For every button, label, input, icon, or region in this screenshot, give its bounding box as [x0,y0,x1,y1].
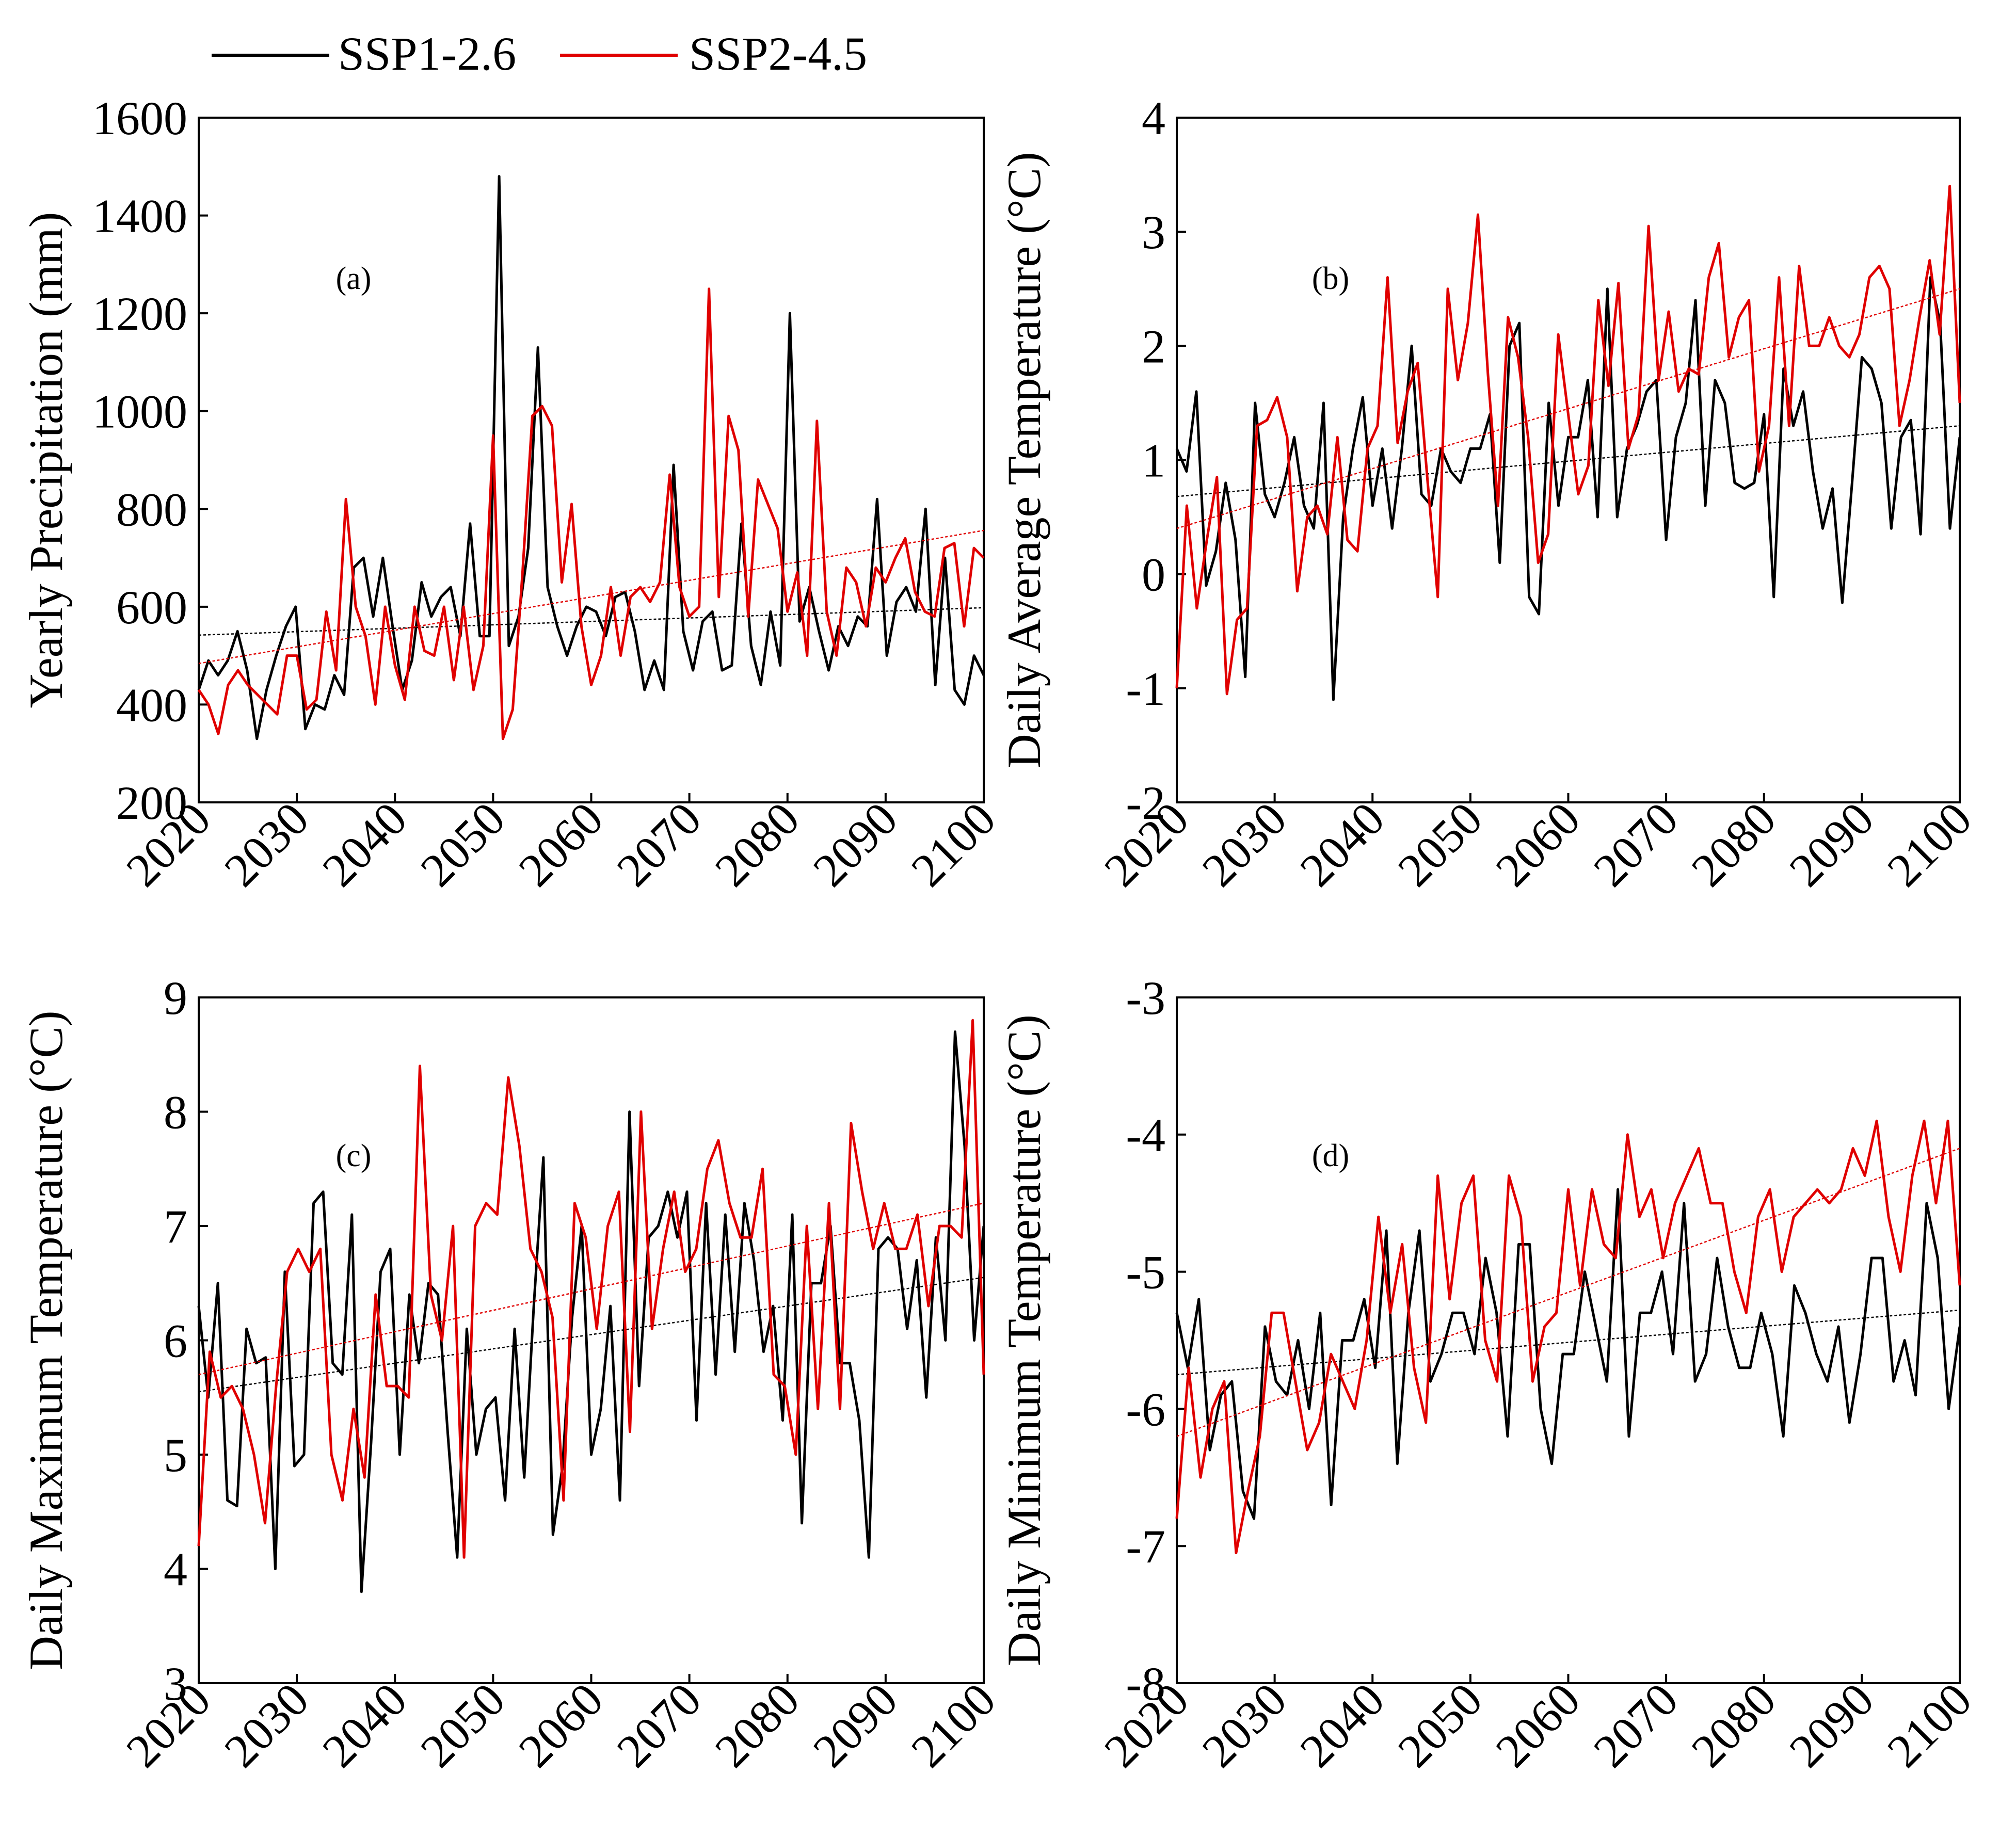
series-line-ssp2 [1175,185,1961,696]
y-tick-label: -5 [1126,1246,1165,1299]
y-tick-label: 400 [116,679,187,731]
y-tick-label: 600 [116,581,187,634]
y-tick-label: -3 [1126,972,1165,1024]
y-axis-title: Daily Average Temperature (°C) [998,152,1050,768]
y-axis-title: Daily Minimum Temperature (°C) [998,1014,1050,1666]
panel-label: (c) [336,1138,372,1173]
y-tick-label: 1 [1142,434,1165,487]
panel-label: (d) [1312,1138,1349,1173]
y-tick-label: 6 [164,1315,187,1367]
y-tick-label: 1600 [92,92,187,144]
y-tick-label: -4 [1126,1109,1165,1162]
y-tick-label: 0 [1142,549,1165,601]
y-tick-label: 8 [164,1086,187,1139]
y-tick-label: -8 [1126,1657,1165,1710]
y-tick-label: 2 [1142,320,1165,373]
y-tick-label: 4 [164,1543,187,1596]
y-tick-label: 3 [1142,206,1165,259]
panel-label: (a) [336,261,372,296]
y-tick-label: 5 [164,1429,187,1481]
y-tick-label: -7 [1126,1520,1165,1573]
trend-line-ssp2 [1176,288,1960,529]
series-line-ssp2 [197,1019,985,1559]
y-axis-title: Daily Maximum Temperature (°C) [20,1011,72,1670]
y-tick-label: 9 [164,972,187,1024]
trend-line-ssp2 [198,1202,984,1376]
legend: SSP1-2.6 SSP2-4.5 [212,27,867,80]
trend-line-ssp1 [1176,425,1960,497]
y-tick-label: 1000 [92,385,187,438]
y-tick-label: 800 [116,483,187,536]
legend-label-ssp2: SSP2-4.5 [689,27,867,80]
series-line-ssp1 [1175,276,1961,701]
y-tick-label: 4 [1142,92,1165,144]
y-tick-label: -6 [1126,1383,1165,1436]
y-tick-label: 7 [164,1200,187,1253]
y-tick-label: -1 [1126,663,1165,715]
y-axis-title: Yearly Precipitation (mm) [20,212,72,708]
y-tick-label: 200 [116,777,187,829]
trend-line-ssp1 [1176,1309,1960,1376]
y-tick-label: 1200 [92,287,187,340]
series-line-ssp1 [1175,1188,1961,1520]
y-tick-label: -2 [1126,777,1165,829]
y-tick-label: 1400 [92,190,187,243]
series-line-ssp2 [197,287,985,740]
panel-label: (b) [1312,261,1349,296]
series-line-ssp2 [1175,1119,1961,1554]
y-tick-label: 3 [164,1657,187,1710]
series-line-ssp1 [197,175,985,740]
trend-line-ssp1 [198,1277,984,1393]
series-line-ssp1 [197,1030,985,1593]
legend-label-ssp1: SSP1-2.6 [338,27,516,80]
